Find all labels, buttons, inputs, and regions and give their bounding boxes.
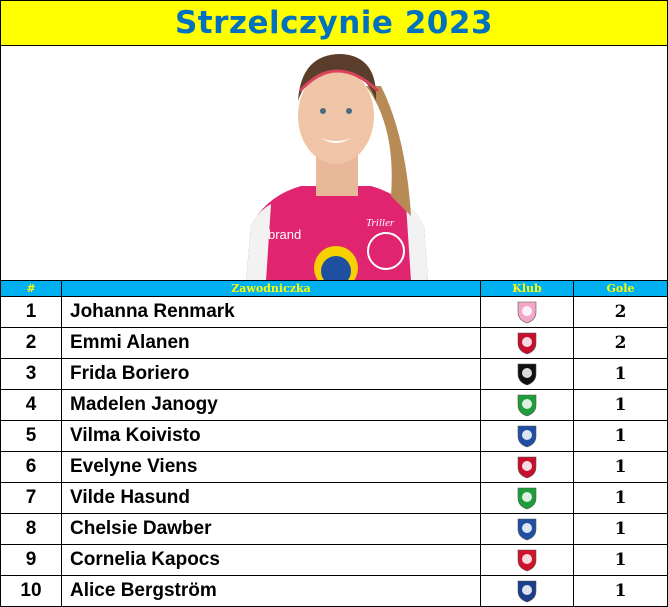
rank: 1 xyxy=(0,296,62,328)
kalmar-crest-icon xyxy=(517,456,537,479)
header-rank: # xyxy=(0,280,62,297)
header-goals: Gole xyxy=(573,280,668,297)
player-name: Johanna Renmark xyxy=(61,296,481,328)
table-row: 5 Vilma Koivisto 1 xyxy=(0,420,668,452)
ifk-norrkoping-crest-icon xyxy=(517,518,537,541)
player-name: Cornelia Kapocs xyxy=(61,544,481,576)
rank: 9 xyxy=(0,544,62,576)
player-name: Evelyne Viens xyxy=(61,451,481,483)
goals: 1 xyxy=(573,451,668,483)
table-row: 10 Alice Bergström 1 xyxy=(0,575,668,607)
goals: 1 xyxy=(573,420,668,452)
header-player: Zawodniczka xyxy=(61,280,481,297)
vaxjo-crest-icon xyxy=(517,549,537,572)
goals: 1 xyxy=(573,513,668,545)
table-row: 9 Cornelia Kapocs 1 xyxy=(0,544,668,576)
table-row: 8 Chelsie Dawber 1 xyxy=(0,513,668,545)
player-name: Chelsie Dawber xyxy=(61,513,481,545)
table-row: 1 Johanna Renmark 2 xyxy=(0,296,668,328)
hammarby-crest-icon xyxy=(517,394,537,417)
player-name: Frida Boriero xyxy=(61,358,481,390)
goals: 1 xyxy=(573,389,668,421)
linkoping-crest-icon xyxy=(517,301,537,324)
rank: 7 xyxy=(0,482,62,514)
goals: 1 xyxy=(573,482,668,514)
rank: 8 xyxy=(0,513,62,545)
player-name: Madelen Janogy xyxy=(61,389,481,421)
rank: 2 xyxy=(0,327,62,359)
player-name: Emmi Alanen xyxy=(61,327,481,359)
hammarby-crest-icon xyxy=(517,487,537,510)
ifk-norrkoping-crest-icon xyxy=(517,425,537,448)
djurgarden-crest-icon xyxy=(517,580,537,603)
player-photo: brand Triller xyxy=(246,54,428,281)
table-header: # Zawodniczka Klub Gole xyxy=(0,280,668,297)
page-title: Strzelczynie 2023 xyxy=(0,0,668,46)
svg-text:Triller: Triller xyxy=(366,217,395,229)
player-name: Vilma Koivisto xyxy=(61,420,481,452)
rank: 10 xyxy=(0,575,62,607)
kalmar-crest-icon xyxy=(517,332,537,355)
rank: 6 xyxy=(0,451,62,483)
goals: 2 xyxy=(573,327,668,359)
player-name: Alice Bergström xyxy=(61,575,481,607)
svg-text:brand: brand xyxy=(268,227,301,242)
rank: 4 xyxy=(0,389,62,421)
goals: 1 xyxy=(573,575,668,607)
table-row: 2 Emmi Alanen 2 xyxy=(0,327,668,359)
table-row: 7 Vilde Hasund 1 xyxy=(0,482,668,514)
goals: 1 xyxy=(573,358,668,390)
goals: 2 xyxy=(573,296,668,328)
goals: 1 xyxy=(573,544,668,576)
table-row: 4 Madelen Janogy 1 xyxy=(0,389,668,421)
photo-area: brand Triller xyxy=(0,46,668,281)
table-row: 6 Evelyne Viens 1 xyxy=(0,451,668,483)
header-club: Klub xyxy=(480,280,574,297)
brommapojkarna-crest-icon xyxy=(517,363,537,386)
table-row: 3 Frida Boriero 1 xyxy=(0,358,668,390)
player-name: Vilde Hasund xyxy=(61,482,481,514)
scorers-table: # Zawodniczka Klub Gole 1 Johanna Renmar… xyxy=(0,280,668,607)
rank: 3 xyxy=(0,358,62,390)
rank: 5 xyxy=(0,420,62,452)
